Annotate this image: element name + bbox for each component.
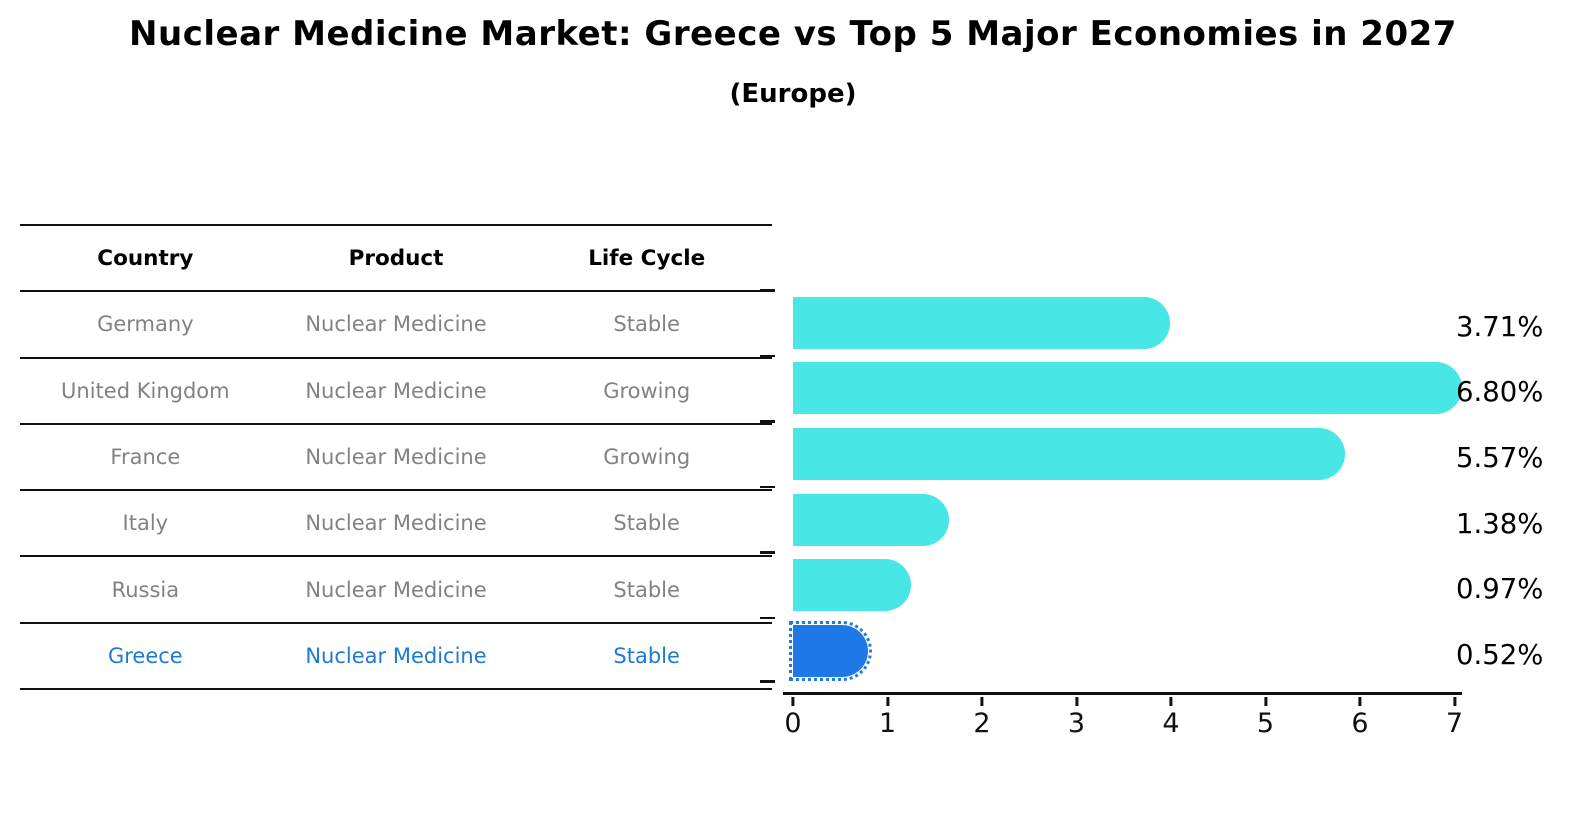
- value-label-italy: 1.38%: [1456, 507, 1544, 540]
- cell-product: Nuclear Medicine: [305, 312, 487, 337]
- bar-row-russia: [760, 551, 1465, 618]
- bar-italy: [793, 493, 950, 546]
- country-table: Country Product Life Cycle Germany Nucle…: [20, 224, 772, 691]
- cell-product: Nuclear Medicine: [305, 378, 487, 403]
- cell-country: United Kingdom: [61, 378, 230, 403]
- cell-country: Germany: [97, 312, 194, 337]
- page-subtitle: (Europe): [729, 79, 857, 109]
- x-tick-6: 6: [1351, 697, 1368, 739]
- cell-product: Nuclear Medicine: [305, 577, 487, 602]
- value-label-france: 5.57%: [1456, 441, 1544, 474]
- bar-row-germany: [760, 289, 1465, 356]
- x-tick-0: 0: [784, 697, 801, 739]
- x-tick-5: 5: [1257, 697, 1274, 739]
- cell-life-cycle: Stable: [613, 577, 680, 602]
- value-label-column: 3.71% 6.80% 5.57% 1.38% 0.97% 0.52%: [1456, 294, 1581, 688]
- cell-life-cycle: Stable: [613, 312, 680, 337]
- bar-germany: [793, 296, 1170, 349]
- bar-chart: [760, 289, 1465, 684]
- x-axis: 0 1 2 3 4 5 6 7: [783, 692, 1463, 738]
- value-label-germany: 3.71%: [1456, 310, 1544, 343]
- cell-product: Nuclear Medicine: [305, 445, 487, 470]
- value-label-united-kingdom: 6.80%: [1456, 376, 1544, 409]
- table-row-united-kingdom: United Kingdom Nuclear Medicine Growing: [20, 359, 772, 425]
- cell-life-cycle: Stable: [613, 511, 680, 536]
- bar-greece: [788, 620, 873, 681]
- x-tick-3: 3: [1068, 697, 1085, 739]
- x-tick-4: 4: [1162, 697, 1179, 739]
- bar-row-france: [760, 420, 1465, 487]
- table-row-france: France Nuclear Medicine Growing: [20, 425, 772, 492]
- column-header-life-cycle: Life Cycle: [588, 245, 706, 271]
- cell-country: Greece: [107, 643, 183, 668]
- table-row-germany: Germany Nuclear Medicine Stable: [20, 292, 772, 359]
- bar-russia: [793, 559, 911, 612]
- bar-row-greece: [760, 616, 1465, 684]
- bar-row-italy: [760, 485, 1465, 553]
- x-tick-7: 7: [1446, 697, 1463, 739]
- table-row-italy: Italy Nuclear Medicine Stable: [20, 491, 772, 558]
- bar-row-united-kingdom: [760, 354, 1465, 422]
- cell-product: Nuclear Medicine: [305, 511, 487, 536]
- cell-country: Italy: [122, 511, 169, 536]
- value-label-russia: 0.97%: [1456, 573, 1544, 606]
- cell-life-cycle: Stable: [613, 643, 680, 668]
- column-header-product: Product: [348, 245, 444, 271]
- table-header-row: Country Product Life Cycle: [20, 226, 772, 293]
- bar-united-kingdom: [793, 362, 1462, 415]
- value-label-greece: 0.52%: [1456, 638, 1544, 671]
- cell-life-cycle: Growing: [603, 445, 691, 470]
- table-row-russia: Russia Nuclear Medicine Stable: [20, 557, 772, 624]
- x-tick-1: 1: [879, 697, 896, 739]
- column-header-country: Country: [97, 245, 194, 271]
- table-row-greece: Greece Nuclear Medicine Stable: [20, 624, 772, 691]
- cell-life-cycle: Growing: [603, 378, 691, 403]
- cell-country: Russia: [111, 577, 180, 602]
- x-tick-2: 2: [973, 697, 990, 739]
- cell-product: Nuclear Medicine: [305, 643, 487, 668]
- cell-country: France: [110, 445, 181, 470]
- bar-france: [793, 427, 1346, 480]
- page-title: Nuclear Medicine Market: Greece vs Top 5…: [129, 14, 1457, 54]
